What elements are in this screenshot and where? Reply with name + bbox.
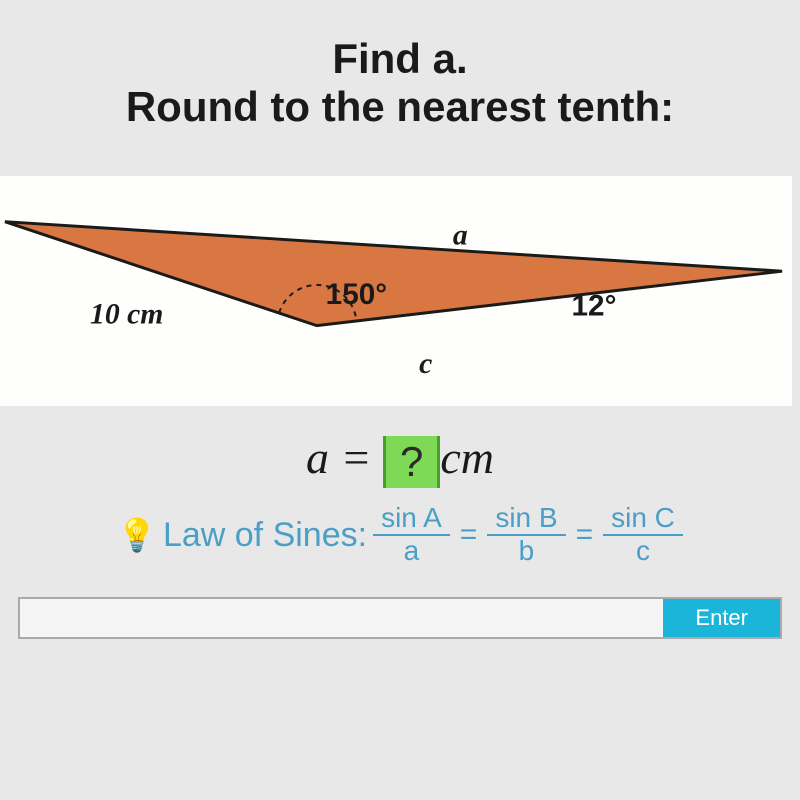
fraction-a: sin A a — [373, 503, 450, 567]
hint-label: Law of Sines: — [163, 516, 367, 555]
frac-a-den: a — [396, 536, 428, 567]
frac-b-num: sin B — [487, 503, 565, 536]
fraction-c: sin C c — [603, 503, 683, 567]
answer-input[interactable] — [20, 599, 663, 637]
triangle-svg: a 10 cm c 150° 12° — [0, 176, 792, 406]
equals-2: = — [576, 518, 594, 552]
frac-b-den: b — [511, 536, 543, 567]
frac-a-num: sin A — [373, 503, 450, 536]
equals-1: = — [460, 518, 478, 552]
answer-box[interactable]: ? — [383, 436, 440, 488]
triangle-diagram: a 10 cm c 150° 12° — [0, 176, 792, 406]
bulb-icon: 💡 — [117, 516, 157, 554]
fraction-b: sin B b — [487, 503, 565, 567]
label-side-b: 10 cm — [90, 299, 163, 331]
answer-suffix: cm — [440, 432, 494, 483]
frac-c-num: sin C — [603, 503, 683, 536]
input-bar: Enter — [18, 597, 782, 639]
title-line-2: Round to the nearest tenth: — [0, 83, 800, 131]
title-line-1: Find a. — [0, 35, 800, 83]
answer-prefix: a = — [306, 432, 383, 483]
label-angle-c: 150° — [326, 278, 387, 311]
label-side-c: c — [419, 348, 432, 380]
answer-line: a = ?cm — [0, 431, 800, 488]
label-angle-b: 12° — [572, 290, 617, 323]
title-area: Find a. Round to the nearest tenth: — [0, 0, 800, 151]
frac-c-den: c — [628, 536, 658, 567]
label-side-a: a — [453, 219, 468, 251]
hint-line: 💡 Law of Sines: sin A a = sin B b = sin … — [0, 503, 800, 567]
enter-button[interactable]: Enter — [663, 599, 780, 637]
